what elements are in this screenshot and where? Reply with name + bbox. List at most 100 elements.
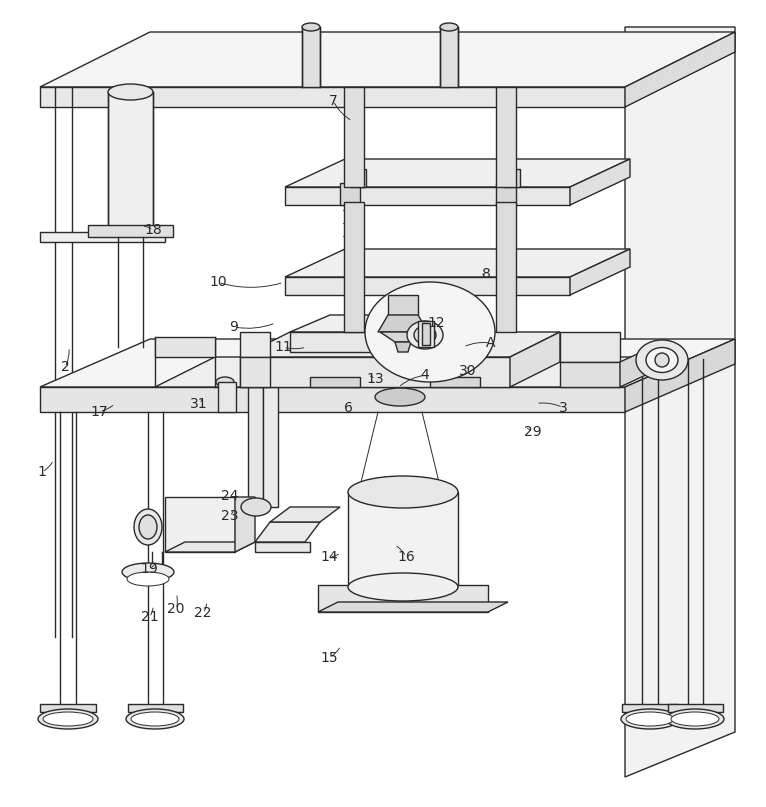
Text: 16: 16 — [397, 550, 415, 564]
Text: 22: 22 — [195, 606, 211, 621]
Ellipse shape — [407, 321, 443, 349]
Polygon shape — [622, 704, 678, 712]
Polygon shape — [285, 249, 630, 277]
Ellipse shape — [127, 572, 169, 586]
Polygon shape — [560, 332, 620, 362]
Polygon shape — [270, 507, 340, 522]
Polygon shape — [40, 87, 625, 107]
Bar — [496, 87, 516, 187]
Text: 14: 14 — [320, 550, 339, 564]
Text: 7: 7 — [329, 94, 338, 108]
Polygon shape — [128, 704, 183, 712]
Bar — [340, 183, 360, 205]
Polygon shape — [510, 332, 560, 387]
Polygon shape — [165, 497, 235, 552]
Polygon shape — [240, 332, 560, 357]
Polygon shape — [235, 497, 255, 552]
Polygon shape — [255, 542, 310, 552]
Polygon shape — [40, 704, 96, 712]
Ellipse shape — [216, 377, 234, 387]
Polygon shape — [40, 339, 735, 387]
Polygon shape — [620, 349, 648, 387]
Ellipse shape — [241, 498, 271, 516]
Ellipse shape — [440, 23, 458, 31]
Polygon shape — [440, 315, 480, 352]
Text: A: A — [486, 336, 495, 350]
Bar — [344, 202, 364, 332]
Polygon shape — [240, 357, 510, 387]
Ellipse shape — [636, 340, 688, 380]
Bar — [422, 323, 430, 345]
Polygon shape — [290, 315, 480, 332]
Ellipse shape — [671, 712, 719, 726]
Ellipse shape — [126, 709, 184, 729]
Polygon shape — [395, 342, 411, 352]
Text: 6: 6 — [344, 400, 353, 415]
Ellipse shape — [43, 712, 93, 726]
Bar — [108, 92, 153, 227]
Bar — [218, 382, 236, 412]
Polygon shape — [625, 339, 735, 412]
Text: 12: 12 — [427, 316, 446, 330]
Ellipse shape — [621, 709, 679, 729]
Text: 15: 15 — [320, 650, 339, 665]
Ellipse shape — [302, 23, 320, 31]
Bar — [348, 492, 458, 587]
Ellipse shape — [38, 709, 98, 729]
Ellipse shape — [414, 326, 436, 344]
Polygon shape — [285, 159, 630, 187]
Ellipse shape — [375, 388, 425, 406]
Polygon shape — [155, 357, 650, 387]
Text: 8: 8 — [482, 267, 491, 282]
Polygon shape — [430, 377, 480, 387]
Ellipse shape — [134, 509, 162, 545]
Bar — [350, 169, 366, 187]
Text: 4: 4 — [421, 368, 430, 383]
Text: 20: 20 — [168, 602, 185, 617]
Text: 30: 30 — [459, 364, 476, 378]
Ellipse shape — [108, 84, 153, 100]
Ellipse shape — [365, 282, 495, 382]
Text: 24: 24 — [221, 489, 238, 504]
Polygon shape — [625, 27, 735, 777]
Polygon shape — [285, 187, 570, 205]
Text: 3: 3 — [558, 400, 568, 415]
Polygon shape — [625, 32, 735, 107]
Ellipse shape — [655, 353, 669, 367]
Ellipse shape — [139, 515, 157, 539]
Polygon shape — [318, 585, 488, 612]
Polygon shape — [240, 357, 270, 387]
Text: 18: 18 — [144, 223, 162, 237]
Text: 13: 13 — [366, 372, 385, 387]
Text: 17: 17 — [90, 404, 109, 419]
Polygon shape — [380, 332, 416, 342]
Polygon shape — [668, 704, 723, 712]
Polygon shape — [155, 337, 215, 357]
Polygon shape — [88, 225, 173, 237]
Polygon shape — [40, 387, 625, 412]
Text: 11: 11 — [274, 340, 293, 354]
Text: 29: 29 — [523, 424, 542, 439]
Polygon shape — [570, 159, 630, 205]
Polygon shape — [388, 295, 418, 315]
Polygon shape — [318, 602, 508, 612]
Polygon shape — [255, 522, 320, 542]
Bar — [263, 387, 278, 507]
Text: 23: 23 — [221, 509, 238, 524]
Polygon shape — [40, 32, 735, 87]
Ellipse shape — [131, 712, 179, 726]
Polygon shape — [290, 332, 440, 352]
Text: 1: 1 — [38, 465, 47, 479]
Text: 21: 21 — [140, 610, 159, 625]
Polygon shape — [378, 315, 428, 332]
Bar — [418, 321, 434, 347]
Bar — [302, 27, 320, 87]
Ellipse shape — [666, 709, 724, 729]
Polygon shape — [240, 332, 270, 357]
Polygon shape — [40, 232, 165, 242]
Bar — [440, 27, 458, 87]
Text: 19: 19 — [140, 562, 159, 576]
Bar — [496, 202, 516, 332]
Bar — [344, 87, 364, 187]
Ellipse shape — [626, 712, 674, 726]
